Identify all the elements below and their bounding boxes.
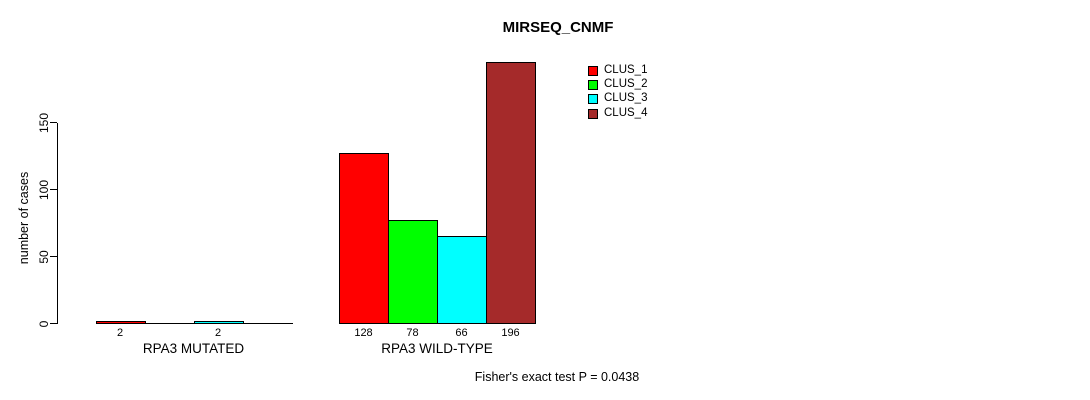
- legend-swatch-clus_1: [588, 66, 598, 76]
- legend-swatch-clus_2: [588, 80, 598, 91]
- x-baseline: [339, 323, 536, 324]
- y-tick: [50, 256, 57, 258]
- x-group-label-rpa3-mutated: RPA3 MUTATED: [142, 341, 245, 356]
- legend-label: CLUS_1: [604, 64, 648, 76]
- legend-swatch-clus_4: [588, 108, 598, 119]
- x-baseline: [95, 323, 293, 324]
- legend-label: CLUS_4: [604, 106, 648, 119]
- fisher-test-annotation: Fisher's exact test P = 0.0438: [474, 370, 640, 384]
- y-tick: [50, 122, 57, 124]
- y-tick-label: 150: [37, 112, 51, 133]
- bar-value-label: 2: [116, 327, 124, 339]
- legend-label: CLUS_2: [604, 78, 648, 91]
- y-axis-label: number of cases: [17, 171, 31, 265]
- y-tick-label: 50: [37, 249, 51, 264]
- bar-clus_1-group2: [339, 152, 389, 324]
- bar-clus_1-group1: [95, 320, 146, 324]
- y-tick: [50, 323, 57, 324]
- y-axis-line: [57, 122, 58, 325]
- chart-title: MIRSEQ_CNMF: [502, 19, 614, 36]
- y-tick-label: 100: [37, 179, 51, 200]
- bar-clus_3-group1: [193, 320, 244, 324]
- y-tick-label: 0: [37, 320, 51, 327]
- legend-swatch-clus_3: [588, 94, 598, 105]
- bar-clus_4-group2: [486, 61, 536, 324]
- bar-clus_2-group2: [388, 219, 438, 324]
- x-group-label-rpa3-wild-type: RPA3 WILD-TYPE: [381, 341, 493, 356]
- bar-clus_3-group2: [437, 235, 487, 324]
- bar-value-label: 2: [214, 327, 222, 339]
- bar-value-label: 78: [406, 327, 419, 339]
- bar-value-label: 196: [501, 327, 520, 339]
- bar-value-label: 66: [455, 327, 468, 339]
- bar-value-label: 128: [354, 327, 373, 339]
- y-tick: [50, 189, 57, 191]
- legend-label: CLUS_3: [604, 92, 648, 105]
